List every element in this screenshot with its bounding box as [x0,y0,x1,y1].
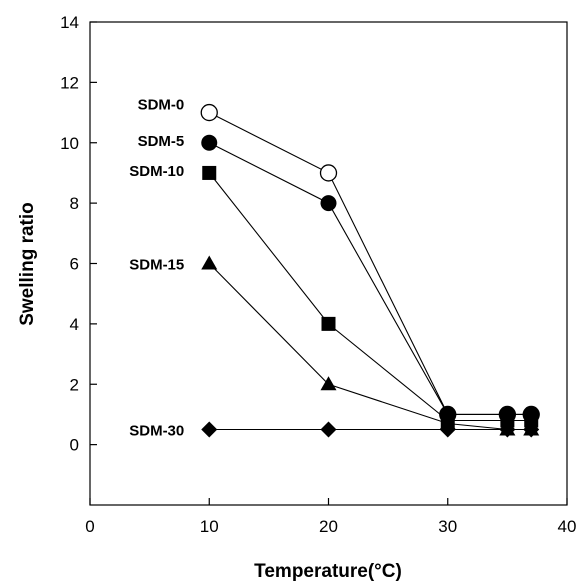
y-tick-label: 14 [60,13,79,32]
y-tick-label: 12 [60,73,79,92]
data-point-sdm-30 [201,421,218,438]
y-tick-label: 8 [70,194,79,213]
x-tick-label: 20 [319,517,338,536]
series-lines [208,112,532,431]
data-point-sdm-5 [320,195,337,212]
series-line-sdm-0 [209,112,532,415]
series-line-sdm-15 [208,263,532,431]
x-axis-title: Temperature(°C) [254,561,402,582]
data-point-sdm-10 [524,413,539,428]
series-line-sdm-5 [209,142,532,415]
y-tick-label: 0 [70,436,79,455]
series-label-sdm-5: SDM-5 [138,133,185,150]
data-point-sdm-0 [319,164,338,182]
y-tick-label: 6 [70,255,79,274]
data-point-sdm-10 [321,316,336,331]
data-point-sdm-15 [201,255,218,270]
x-tick-label: 40 [558,517,577,536]
y-tick-label: 2 [70,375,79,394]
x-tick-label: 30 [438,517,457,536]
data-point-sdm-10 [500,413,515,428]
data-point-sdm-10 [202,165,217,180]
data-point-sdm-30 [499,421,516,438]
series-label-sdm-10: SDM-10 [129,163,184,180]
data-point-sdm-30 [320,421,337,438]
series-label-sdm-30: SDM-30 [129,423,184,440]
y-tick-label: 10 [60,134,79,153]
data-point-sdm-15 [320,376,337,391]
data-point-sdm-5 [201,134,218,151]
y-axis-title: Swelling ratio [17,202,38,326]
x-axis: 0 10 20 30 40 [85,498,576,536]
y-tick-label: 4 [70,315,79,334]
series-markers [200,103,540,438]
y-axis: 0 2 4 6 8 10 12 14 [60,13,97,455]
x-tick-label: 0 [85,517,94,536]
data-point-sdm-30 [523,421,540,438]
data-point-sdm-0 [200,103,218,122]
series-label-sdm-15: SDM-15 [129,257,184,274]
series-line-sdm-10 [208,172,532,422]
data-point-sdm-30 [439,421,456,438]
x-tick-label: 10 [200,517,219,536]
series-label-sdm-0: SDM-0 [138,97,185,114]
series-labels: SDM-0 SDM-5 SDM-10 SDM-15 SDM-30 [129,97,184,440]
